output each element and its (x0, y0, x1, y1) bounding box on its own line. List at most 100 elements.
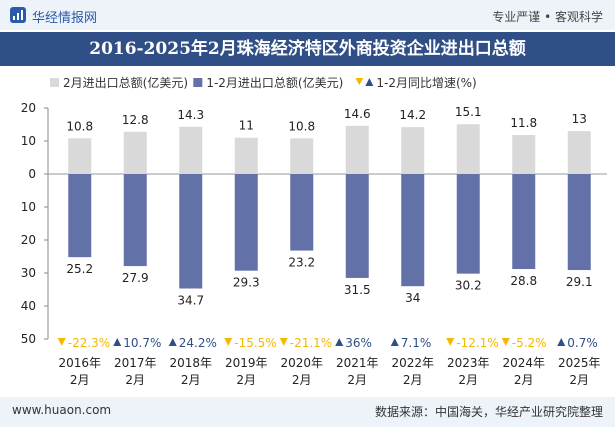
bar-jan-feb-5 (345, 174, 369, 278)
growth-up-icon (335, 338, 344, 346)
y-tick-label: 40 (21, 299, 36, 313)
bar-jan-feb-4 (290, 174, 314, 251)
y-tick-label: 10 (21, 134, 36, 148)
x-tick-label-month: 2月 (236, 373, 256, 387)
legend-swatch-0 (50, 78, 59, 87)
legend-label-1: 1-2月进出口总额(亿美元) (206, 75, 343, 90)
bar-feb-3 (234, 137, 258, 174)
growth-up-icon (390, 338, 399, 346)
x-tick-label-month: 2月 (181, 373, 201, 387)
bar-feb-1 (123, 131, 147, 174)
growth-label-6: 7.1% (401, 336, 432, 350)
data-label-jan-feb-1: 27.9 (122, 271, 149, 285)
bar-feb-9 (567, 131, 591, 174)
growth-label-8: -5.2% (512, 336, 547, 350)
growth-label-2: 24.2% (179, 336, 217, 350)
data-label-jan-feb-5: 31.5 (344, 283, 371, 297)
legend-label-2: 1-2月同比增速(%) (376, 76, 476, 90)
bar-jan-feb-1 (123, 174, 147, 267)
brand-name: 华经情报网 (32, 11, 98, 26)
data-label-jan-feb-3: 29.3 (233, 276, 260, 290)
y-tick-label: 50 (21, 332, 36, 346)
x-tick-label-year: 2025年 (558, 356, 601, 370)
y-tick-label: 30 (21, 266, 36, 280)
y-tick-label: 20 (21, 233, 36, 247)
data-label-feb-2: 14.3 (177, 108, 204, 122)
data-label-feb-1: 12.8 (122, 113, 149, 127)
x-tick-label-month: 2月 (403, 373, 423, 387)
legend-up-triangle-icon (365, 78, 374, 86)
x-tick-label-month: 2月 (70, 373, 90, 387)
data-label-feb-3: 11 (239, 119, 254, 133)
data-source: 数据来源：中国海关，华经产业研究院整理 (374, 405, 603, 419)
bar-feb-8 (512, 135, 536, 174)
x-tick-label-month: 2月 (569, 373, 589, 387)
x-tick-label-year: 2023年 (447, 356, 490, 370)
data-label-jan-feb-8: 28.8 (510, 274, 537, 288)
y-tick-label: 0 (28, 167, 36, 181)
bar-jan-feb-6 (401, 174, 425, 287)
website-link[interactable]: www.huaon.com (12, 403, 112, 417)
bar-jan-feb-7 (456, 174, 480, 274)
x-tick-label-month: 2月 (514, 373, 534, 387)
bar-feb-6 (401, 127, 425, 174)
bar-feb-5 (345, 125, 369, 174)
growth-label-5: 36% (345, 336, 372, 350)
legend-down-triangle-icon (355, 78, 364, 85)
y-tick-label: 20 (21, 101, 36, 115)
chart: 2月进出口总额(亿美元) 1-2月进出口总额(亿美元) 1-2月同比增速(%)201… (21, 75, 607, 387)
growth-down-icon (224, 338, 233, 346)
title-bar: 2016-2025年2月珠海经济特区外商投资企业进出口总额 (0, 32, 615, 66)
data-label-jan-feb-0: 25.2 (66, 262, 93, 276)
x-tick-label-year: 2019年 (225, 356, 268, 370)
growth-label-0: -22.3% (68, 336, 110, 350)
data-label-jan-feb-2: 34.7 (177, 294, 204, 308)
chart-title: 2016-2025年2月珠海经济特区外商投资企业进出口总额 (89, 39, 526, 59)
x-tick-label-month: 2月 (292, 373, 312, 387)
bar-jan-feb-2 (179, 174, 203, 289)
data-label-jan-feb-9: 29.1 (566, 275, 593, 289)
bar-feb-4 (290, 138, 314, 174)
growth-down-icon (57, 338, 66, 346)
x-tick-label-year: 2017年 (114, 356, 157, 370)
growth-label-1: 10.7% (123, 336, 161, 350)
huajing-logo-icon (10, 7, 26, 23)
x-tick-label-year: 2022年 (391, 356, 434, 370)
bar-jan-feb-8 (512, 174, 536, 270)
growth-label-4: -21.1% (290, 336, 332, 350)
x-tick-label-year: 2016年 (58, 356, 101, 370)
x-tick-label-year: 2024年 (502, 356, 545, 370)
x-tick-label-year: 2018年 (169, 356, 212, 370)
slogan: 专业严谨 • 客观科学 (492, 10, 603, 24)
growth-down-icon (501, 338, 510, 346)
growth-down-icon (446, 338, 455, 346)
data-label-jan-feb-4: 23.2 (288, 256, 315, 270)
legend-label-0: 2月进出口总额(亿美元) (63, 75, 188, 90)
legend-swatch-1 (193, 78, 203, 87)
data-label-feb-7: 15.1 (455, 105, 482, 119)
data-label-feb-9: 13 (572, 112, 587, 126)
x-tick-label-year: 2020年 (280, 356, 323, 370)
data-label-feb-0: 10.8 (66, 119, 93, 133)
growth-down-icon (279, 338, 288, 346)
growth-label-7: -12.1% (456, 336, 498, 350)
x-tick-label-month: 2月 (458, 373, 478, 387)
growth-label-9: 0.7% (567, 336, 598, 350)
top-bar: 华经情报网 专业严谨 • 客观科学 (0, 0, 615, 30)
data-label-jan-feb-6: 34 (405, 291, 420, 305)
bar-feb-0 (68, 138, 92, 174)
bar-jan-feb-0 (68, 174, 92, 258)
data-label-feb-4: 10.8 (288, 119, 315, 133)
bar-feb-7 (456, 124, 480, 174)
data-label-feb-5: 14.6 (344, 107, 371, 121)
x-tick-label-month: 2月 (347, 373, 367, 387)
footer: www.huaon.com 数据来源：中国海关，华经产业研究院整理 (0, 397, 615, 427)
bar-jan-feb-9 (567, 174, 591, 271)
growth-up-icon (557, 338, 566, 346)
x-tick-label-month: 2月 (125, 373, 145, 387)
bar-feb-2 (179, 126, 203, 174)
growth-up-icon (113, 338, 122, 346)
data-label-jan-feb-7: 30.2 (455, 279, 482, 293)
data-label-feb-6: 14.2 (399, 108, 426, 122)
bar-jan-feb-3 (234, 174, 258, 271)
